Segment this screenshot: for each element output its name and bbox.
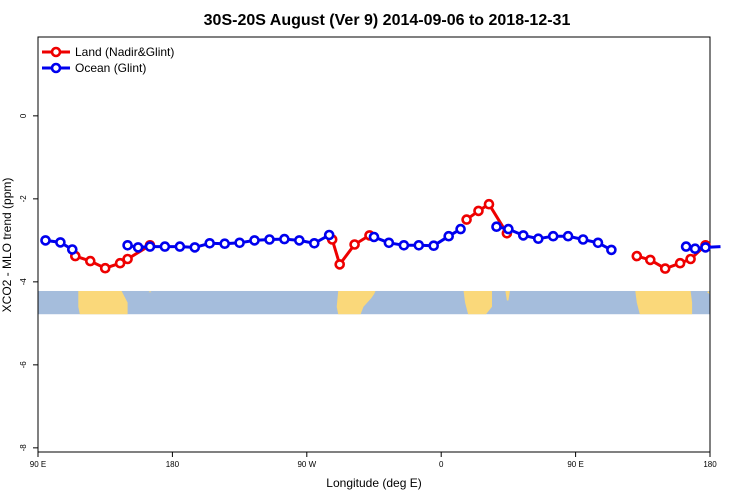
legend-marker-ocean	[50, 62, 62, 74]
x-tick-label-2: 90 W	[297, 460, 316, 469]
y-tick-label-4: -8	[19, 444, 28, 452]
ocean-point-1-1	[132, 242, 144, 253]
x-tick-label-3: 0	[439, 460, 444, 469]
land-point-3-4	[685, 253, 696, 265]
series-layer	[40, 198, 721, 274]
ocean-point-3-4	[547, 230, 559, 242]
ocean-point-2-6	[455, 223, 466, 235]
legend: Land (Nadir&Glint) Ocean (Glint)	[42, 45, 174, 75]
series-ocean	[40, 221, 721, 256]
ocean-point-3-3	[532, 233, 544, 244]
map-strip	[38, 290, 710, 315]
map-land-region-5	[635, 291, 693, 315]
ocean-point-1-10	[264, 234, 275, 245]
ocean-point-3-5	[562, 230, 574, 242]
ocean-point-1-0	[122, 240, 133, 251]
land-point-0-1	[85, 255, 96, 267]
ocean-point-1-5	[189, 242, 201, 253]
legend-label-ocean: Ocean (Glint)	[75, 61, 146, 75]
ocean-point-1-12	[293, 235, 305, 246]
land-point-2-0	[461, 214, 472, 225]
ocean-point-3-2	[517, 230, 529, 241]
ocean-point-0-0	[40, 235, 51, 246]
map-land-region-0	[78, 291, 128, 315]
series-land	[70, 198, 711, 274]
legend-marker-land	[50, 46, 62, 58]
y-tick-label-2: -4	[19, 278, 28, 286]
ocean-point-3-0	[491, 221, 502, 232]
map-land-region-1	[148, 291, 152, 293]
x-tick-label-1: 180	[166, 460, 180, 469]
ocean-point-2-3	[413, 240, 425, 251]
land-line-segment-1	[330, 234, 371, 266]
land-point-0-4	[122, 253, 133, 265]
map-land-region-4	[505, 291, 510, 301]
land-line-segment-2	[465, 202, 509, 235]
map-land-region-2	[336, 291, 376, 315]
map-ocean-band	[38, 290, 710, 315]
ocean-point-0-2	[67, 244, 78, 255]
y-axis: 0 -2 -4 -6 -8	[19, 113, 38, 451]
land-point-3-0	[631, 250, 643, 262]
land-point-1-1	[334, 259, 346, 270]
ocean-point-2-0	[368, 231, 380, 243]
ocean-point-1-13	[308, 238, 320, 249]
ocean-point-1-9	[249, 235, 260, 246]
ocean-point-3-6	[577, 234, 589, 245]
ocean-point-1-11	[279, 233, 290, 245]
ocean-point-4-0	[680, 241, 692, 252]
ocean-point-1-2	[144, 241, 156, 252]
ocean-point-1-7	[219, 238, 230, 249]
ocean-point-0-1	[55, 237, 66, 248]
land-point-3-1	[644, 254, 656, 266]
legend-item-land: Land (Nadir&Glint)	[42, 45, 174, 59]
ocean-point-1-14	[323, 229, 335, 241]
ocean-point-1-8	[234, 237, 245, 249]
ocean-point-1-3	[159, 241, 171, 252]
ocean-point-2-5	[443, 230, 455, 242]
ocean-point-1-6	[204, 238, 215, 249]
ocean-point-3-1	[503, 223, 514, 235]
ocean-point-2-4	[428, 240, 440, 251]
chart-title: 30S-20S August (Ver 9) 2014-09-06 to 201…	[204, 12, 571, 29]
land-point-2-2	[483, 198, 495, 210]
y-tick-label-1: -2	[19, 195, 28, 203]
land-point-0-2	[99, 262, 111, 274]
ocean-point-4-2	[700, 242, 711, 253]
ocean-point-3-8	[606, 244, 617, 256]
land-point-2-1	[473, 205, 484, 217]
y-axis-label: XCO2 - MLO trend (ppm)	[0, 178, 14, 313]
ocean-point-3-7	[592, 237, 604, 249]
ocean-point-2-1	[383, 237, 395, 249]
y-tick-label-0: 0	[19, 113, 28, 118]
land-point-0-3	[114, 257, 126, 269]
land-point-1-2	[349, 239, 360, 250]
legend-label-land: Land (Nadir&Glint)	[75, 45, 174, 59]
land-point-3-2	[659, 263, 671, 274]
x-tick-label-5: 180	[703, 460, 717, 469]
x-axis-label: Longitude (deg E)	[326, 476, 421, 490]
x-axis: 90 E 180 90 W 0 90 E 180	[30, 452, 717, 469]
land-point-3-3	[674, 257, 686, 269]
map-land-region-6	[707, 291, 710, 295]
legend-item-ocean: Ocean (Glint)	[42, 61, 146, 75]
x-tick-label-4: 90 E	[567, 460, 583, 469]
ocean-point-2-2	[398, 240, 410, 251]
x-tick-label-0: 90 E	[30, 460, 46, 469]
ocean-point-4-1	[689, 243, 701, 254]
y-tick-label-3: -6	[19, 361, 28, 369]
ocean-point-1-4	[174, 241, 186, 252]
map-land-region-3	[463, 291, 492, 315]
